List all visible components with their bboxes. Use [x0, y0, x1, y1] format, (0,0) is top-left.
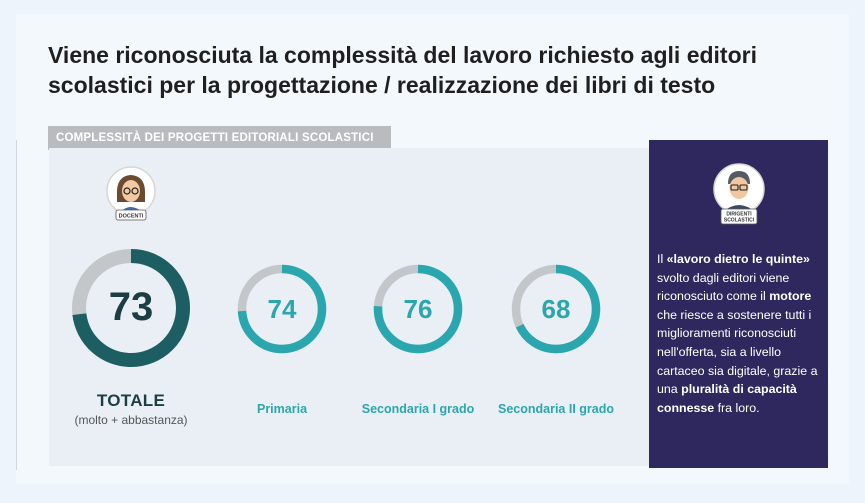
category-label-secondaria-i: Secondaria I grado	[361, 402, 475, 416]
category-label-secondaria-ii: Secondaria II grado	[497, 402, 614, 416]
page-title: Viene riconosciuta la complessità del la…	[48, 42, 757, 98]
donut-totale: 73	[70, 240, 192, 377]
donut-arc-2	[373, 264, 463, 354]
donut-primaria: 74	[234, 258, 330, 360]
principals-badge-line1: DIRIGENTI	[726, 212, 752, 218]
section-label: COMPLESSITÀ DEI PROGETTI EDITORIALI SCOL…	[48, 126, 391, 150]
divider	[16, 140, 17, 470]
sidebar-text-bold: «lavoro dietro le quinte»	[666, 252, 810, 266]
sidebar-text-part: che riesce a sostenere tutti i miglioram…	[657, 307, 818, 397]
sidebar-text-part: Il	[657, 252, 667, 266]
donut-arc-1	[237, 264, 327, 354]
donut-value-secondaria-i: 76	[403, 294, 433, 324]
donut-value-primaria: 74	[267, 294, 297, 324]
teachers-badge-label: DOCENTI	[119, 214, 144, 220]
total-subtitle: (molto + abbastanza)	[74, 413, 188, 427]
category-label-primaria: Primaria	[256, 402, 308, 416]
teacher-avatar-icon: DOCENTI	[104, 166, 158, 224]
donut-secondaria-ii: 68	[508, 258, 604, 360]
principal-avatar-icon: DIRIGENTI SCOLASTICI	[709, 160, 769, 228]
insight-sidebar: DIRIGENTI SCOLASTICI Il «lavoro dietro l…	[649, 140, 828, 468]
sidebar-text-part: svolto dagli editori viene riconosciuto …	[657, 270, 790, 304]
total-label: TOTALE	[96, 391, 166, 410]
donut-value-secondaria-ii: 68	[541, 294, 571, 324]
donut-arc-3	[511, 264, 601, 354]
sidebar-text-part: fra loro.	[714, 400, 760, 415]
sidebar-text-bold: motore	[769, 289, 812, 304]
donut-arc-0	[72, 249, 190, 367]
donut-value-totale: 73	[108, 285, 154, 329]
sidebar-text: Il «lavoro dietro le quinte» svolto dagl…	[657, 250, 825, 417]
sidebar-text-bold: pluralità di capacità connesse	[657, 382, 797, 415]
donut-secondaria-i: 76	[370, 258, 466, 360]
principals-badge-line2: SCOLASTICI	[724, 218, 755, 224]
